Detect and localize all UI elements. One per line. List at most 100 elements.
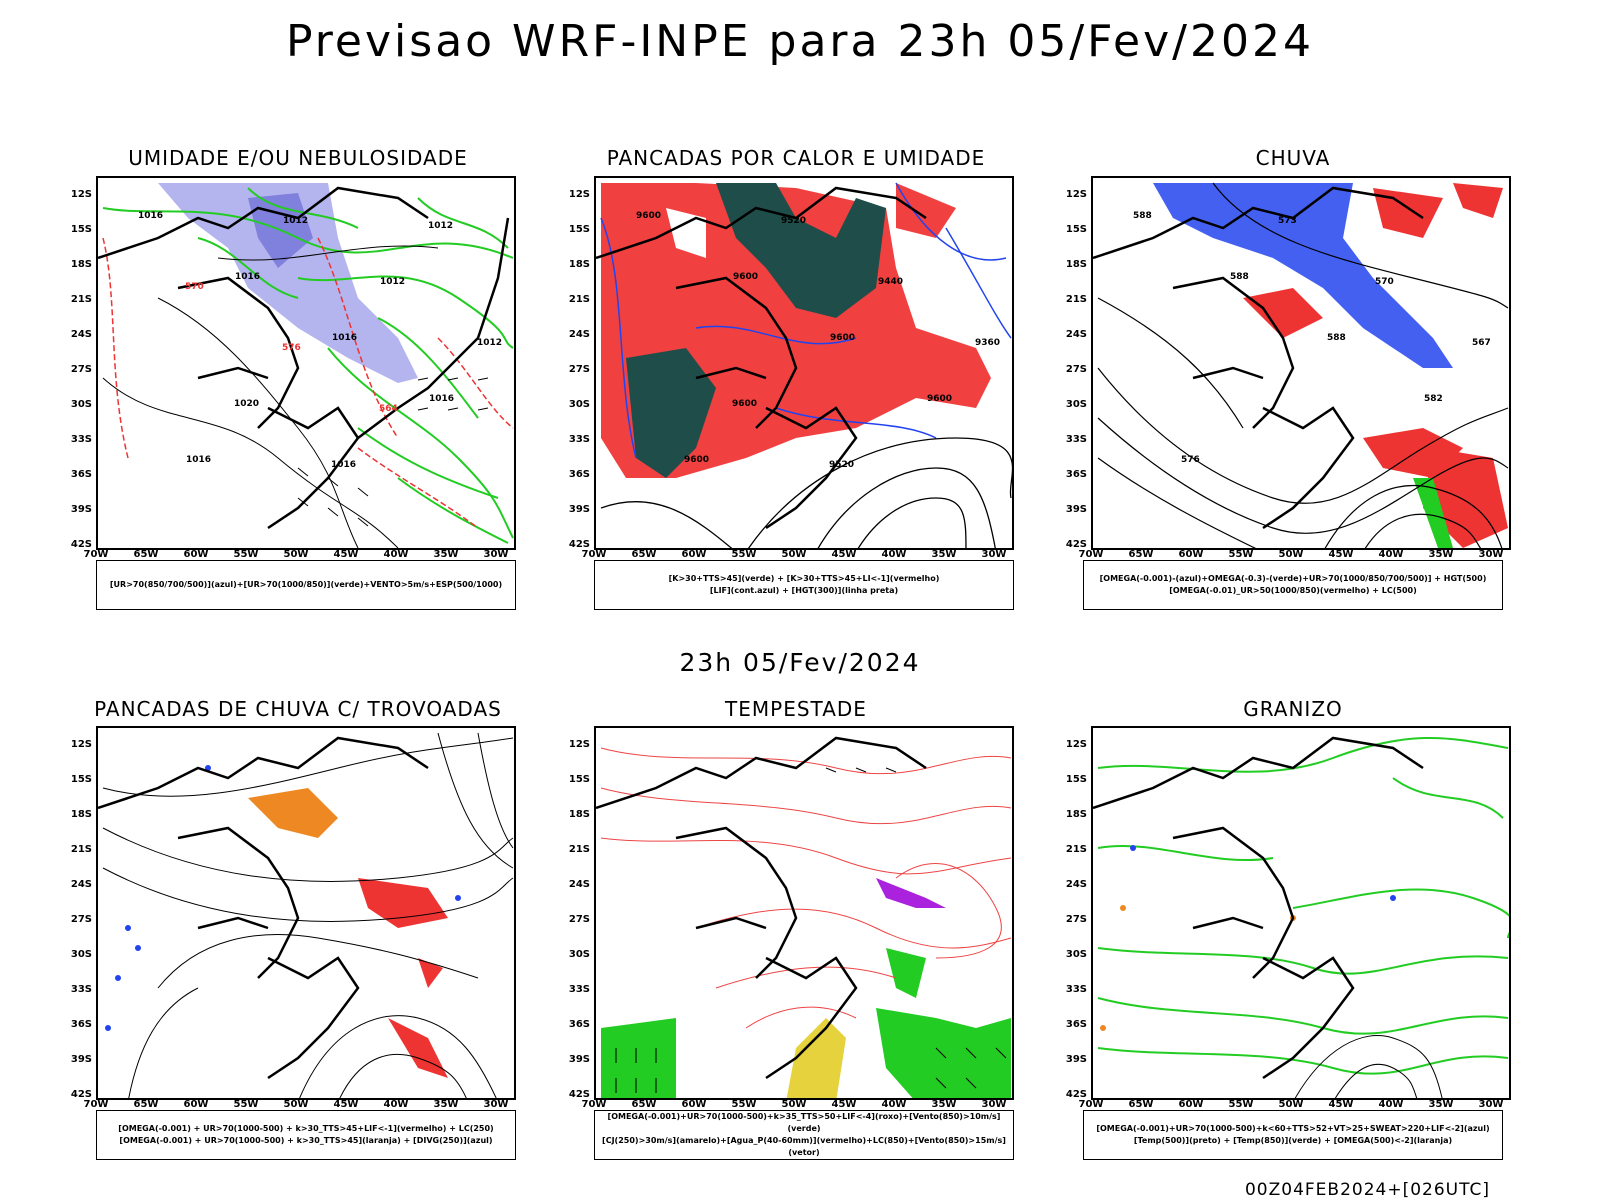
- contour-value-label: 564: [379, 404, 398, 414]
- green-omega-streak: [1413, 478, 1453, 548]
- lon-tick-label: 70W: [83, 549, 109, 560]
- red-thunder-patches: [358, 878, 448, 1078]
- black-isobars: [102, 245, 439, 548]
- panel-5-legend: [OMEGA(-0.001)+UR>70(1000-500)+k>35_TTS>…: [594, 1110, 1014, 1160]
- legend-line: [LIF](cont.azul) + [HGT(300)](linha pret…: [709, 586, 899, 595]
- lat-tick-label: 33S: [70, 434, 92, 445]
- lat-tick-label: 15S: [1065, 224, 1087, 235]
- lon-tick-label: 45W: [831, 1099, 857, 1110]
- purple-storm-region: [876, 878, 946, 908]
- lat-tick-label: 15S: [568, 224, 590, 235]
- lat-tick-label: 24S: [1065, 329, 1087, 340]
- lat-tick-label: 15S: [568, 774, 590, 785]
- legend-line: [Temp(500)](preto) + [Temp(850)](verde) …: [1133, 1136, 1453, 1145]
- lat-tick-label: 30S: [1065, 949, 1087, 960]
- contour-value-label: 1016: [332, 333, 357, 343]
- lat-tick-label: 42S: [568, 1089, 590, 1100]
- red-contours: [600, 747, 1012, 1029]
- footer-run-info: 00Z04FEB2024+[026UTC]: [1244, 1180, 1490, 1200]
- panel-1-map: 1016 1016 1016 1016 1016 1012 1012 1012 1020 1016…: [96, 176, 516, 550]
- lat-tick-label: 27S: [568, 364, 590, 375]
- lon-tick-label: 30W: [1478, 549, 1504, 560]
- country-borders: [596, 186, 927, 530]
- lon-tick-label: 50W: [283, 549, 309, 560]
- hgt-black-contours: [600, 437, 1012, 548]
- blue-divergence-dots: [105, 765, 461, 1031]
- lat-tick-label: 36S: [568, 469, 590, 480]
- lat-tick-label: 42S: [70, 539, 92, 550]
- lon-tick-label: 40W: [383, 549, 409, 560]
- lat-tick-label: 33S: [1065, 434, 1087, 445]
- lat-tick-label: 15S: [70, 224, 92, 235]
- lon-tick-label: 65W: [1128, 549, 1154, 560]
- lon-tick-label: 70W: [581, 549, 607, 560]
- lat-tick-label: 39S: [70, 1054, 92, 1065]
- contour-value-label: 1012: [380, 277, 405, 287]
- contour-value-label: 9440: [878, 277, 903, 287]
- red-dashed-contours: [102, 237, 514, 529]
- lat-tick-label: 12S: [568, 739, 590, 750]
- legend-line: [CJ(250)>30m/s](amarelo)+[Agua_P(40-60mm…: [602, 1136, 1006, 1157]
- contour-value-label: 9520: [781, 216, 806, 226]
- lon-tick-label: 30W: [981, 1099, 1007, 1110]
- contour-value-label: 9600: [636, 211, 661, 221]
- country-borders: [1093, 186, 1424, 530]
- legend-line: [OMEGA(-0.01)_UR>50(1000/850)(vermelho) …: [1169, 586, 1417, 595]
- lon-tick-label: 55W: [1228, 549, 1254, 560]
- lat-tick-label: 42S: [70, 1089, 92, 1100]
- panel-5-map: [594, 726, 1014, 1100]
- contour-value-label: 570: [1375, 277, 1394, 287]
- country-borders: [98, 186, 510, 530]
- streamlines: [102, 732, 514, 1098]
- white-gap-region: [666, 208, 706, 258]
- orange-thunder-region: [248, 788, 338, 838]
- lon-tick-label: 70W: [1078, 1099, 1104, 1110]
- contour-value-label: 1012: [428, 221, 453, 231]
- lon-tick-label: 35W: [931, 549, 957, 560]
- legend-line: [OMEGA(-0.001) + UR>70(1000-500) + k>30_…: [118, 1124, 494, 1133]
- panel-2-title: PANCADAS POR CALOR E UMIDADE: [606, 146, 986, 170]
- country-borders: [98, 736, 429, 1080]
- lat-tick-label: 27S: [568, 914, 590, 925]
- lat-tick-label: 27S: [1065, 914, 1087, 925]
- lon-tick-label: 65W: [133, 1099, 159, 1110]
- lon-tick-label: 40W: [881, 1099, 907, 1110]
- lat-tick-label: 30S: [568, 949, 590, 960]
- lon-tick-label: 45W: [333, 549, 359, 560]
- lat-tick-label: 24S: [70, 879, 92, 890]
- lon-tick-label: 35W: [1428, 549, 1454, 560]
- contour-value-label: 9600: [732, 399, 757, 409]
- lon-tick-label: 50W: [781, 1099, 807, 1110]
- contour-value-label: 1016: [138, 211, 163, 221]
- lat-tick-label: 30S: [1065, 399, 1087, 410]
- lon-tick-label: 40W: [881, 549, 907, 560]
- temp-500-black-contours: [1294, 1035, 1443, 1098]
- dark-green-region-2: [626, 348, 716, 478]
- lat-tick-label: 30S: [568, 399, 590, 410]
- lon-tick-label: 50W: [283, 1099, 309, 1110]
- lat-tick-label: 12S: [70, 739, 92, 750]
- lon-tick-label: 30W: [1478, 1099, 1504, 1110]
- contour-value-label: 567: [1472, 338, 1491, 348]
- lon-tick-label: 60W: [1178, 549, 1204, 560]
- lon-tick-label: 65W: [1128, 1099, 1154, 1110]
- lon-tick-label: 40W: [1378, 549, 1404, 560]
- lon-tick-label: 65W: [133, 549, 159, 560]
- lat-tick-label: 12S: [568, 189, 590, 200]
- lon-tick-label: 30W: [483, 549, 509, 560]
- panel-5-plot: [596, 736, 1012, 1098]
- lat-tick-label: 18S: [1065, 259, 1087, 270]
- yellow-jet-region: [786, 1018, 846, 1098]
- lat-tick-label: 18S: [568, 259, 590, 270]
- blue-omega-region: [1153, 183, 1453, 368]
- contour-value-label: 1016: [235, 272, 260, 282]
- contour-value-label: 1012: [477, 338, 502, 348]
- panel-4-plot: [98, 732, 514, 1098]
- lat-tick-label: 33S: [70, 984, 92, 995]
- lat-tick-label: 24S: [568, 879, 590, 890]
- lat-tick-label: 15S: [1065, 774, 1087, 785]
- lon-tick-label: 65W: [631, 549, 657, 560]
- legend-line: [OMEGA(-0.001) + UR>70(1000-500) + k>30_…: [119, 1136, 493, 1145]
- legend-line: [OMEGA(-0.001)+UR>70(1000-500)+k>35_TTS>…: [607, 1112, 1001, 1133]
- lon-tick-label: 60W: [681, 549, 707, 560]
